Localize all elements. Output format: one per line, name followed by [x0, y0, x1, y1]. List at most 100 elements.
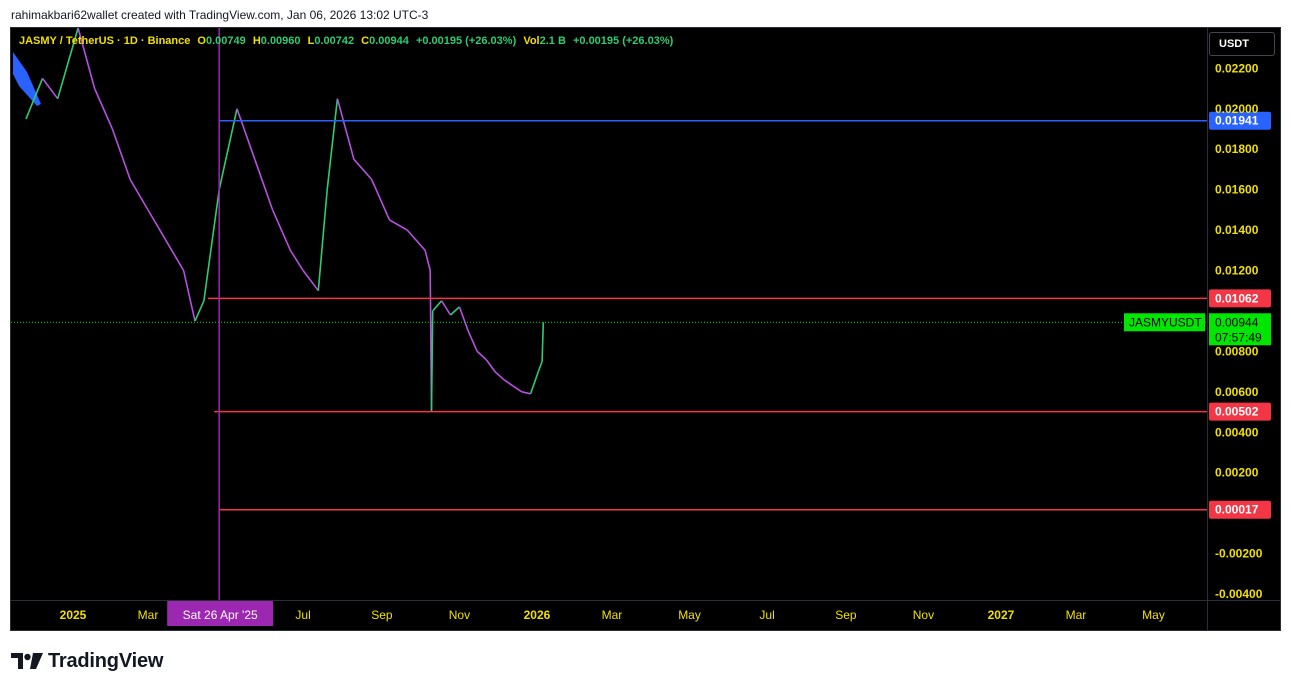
price-segment — [326, 98, 339, 190]
x-tick-label: 2026 — [524, 608, 551, 622]
countdown-label: 07:57:49 — [1215, 330, 1262, 344]
legend-low: 0.00742 — [314, 35, 355, 47]
x-tick-label: Mar — [138, 608, 159, 622]
level-label-0: 0.01941 — [1215, 114, 1259, 128]
legend-vol-change: +0.00195 (+26.03%) — [572, 35, 674, 47]
price-segment — [494, 371, 505, 381]
legend-high-label: H — [252, 35, 261, 47]
price-segment — [218, 108, 238, 190]
y-tick-label: 0.01600 — [1215, 183, 1259, 197]
price-segment — [430, 310, 434, 413]
price-segment — [353, 158, 373, 181]
price-segment — [432, 300, 443, 312]
price-segment — [370, 179, 391, 221]
chart-credit-text: rahimakbari62wallet created with Trading… — [11, 8, 429, 22]
vertical-marker-label: Sat 26 Apr '25 — [183, 608, 258, 622]
price-segment — [458, 306, 470, 332]
price-segment — [165, 239, 185, 271]
legend-open: 0.00749 — [205, 35, 246, 47]
y-tick-label: 0.01400 — [1215, 223, 1259, 237]
legend-vol: 2.1 B — [539, 35, 566, 47]
y-tick-label: 0.01200 — [1215, 264, 1259, 278]
vertical-marker-badge — [167, 601, 274, 626]
price-segment — [317, 189, 328, 291]
last-price-label: 0.00944 — [1215, 315, 1259, 329]
price-segment — [503, 379, 514, 387]
y-tick-label: 0.02000 — [1215, 102, 1259, 116]
y-tick-label: 0.00600 — [1215, 385, 1259, 399]
chart-frame[interactable]: 0.01941 0.01062 0.00502 0.00017 JASMYUSDT 0.0… — [10, 27, 1281, 631]
price-segment — [182, 270, 196, 322]
price-segment — [56, 28, 79, 99]
price-segment — [541, 322, 545, 362]
price-segment — [302, 270, 319, 292]
x-tick-label: May — [1142, 608, 1165, 622]
currency-button[interactable]: USDT — [1209, 32, 1275, 56]
price-segment — [521, 391, 531, 395]
x-tick-label: Sep — [371, 608, 393, 622]
price-chart[interactable]: 0.01941 0.01062 0.00502 0.00017 JASMYUSDT 0.0… — [11, 28, 1281, 631]
level-badge-0 — [1209, 111, 1271, 130]
price-segment — [93, 88, 114, 130]
symbol-badge-text: JASMYUSDT — [1129, 315, 1202, 329]
x-tick-label: Mar — [602, 608, 623, 622]
x-tick-label: May — [678, 608, 701, 622]
legend-close-label: C — [361, 35, 370, 47]
price-segment — [467, 330, 478, 352]
tradingview-logo-icon — [11, 653, 43, 669]
legend-change: +0.00195 (+26.03%) — [415, 35, 517, 47]
x-tick-label: Jul — [295, 608, 310, 622]
legend-high: 0.00960 — [260, 35, 301, 47]
price-segment — [289, 249, 304, 271]
tradingview-logo[interactable]: TradingView — [11, 650, 163, 672]
price-segment — [336, 98, 355, 160]
price-segment — [537, 361, 543, 372]
level-badge-1 — [1209, 289, 1271, 308]
legend-low-label: L — [307, 35, 315, 47]
price-segment — [271, 209, 292, 251]
y-tick-label: 0.00400 — [1215, 425, 1259, 439]
last-price-badge — [1209, 313, 1271, 346]
legend-close: 0.00944 — [369, 35, 409, 47]
price-segment — [194, 300, 205, 322]
legend-vol-label: Vol — [523, 35, 540, 47]
symbol-legend: JASMY / TetherUS · 1D · Binance O0.00749… — [19, 35, 677, 47]
price-segment — [476, 350, 487, 361]
price-segment — [236, 108, 256, 160]
price-segment — [512, 385, 523, 393]
level-label-1: 0.01062 — [1215, 291, 1259, 305]
x-tick-label: Nov — [449, 608, 470, 622]
price-segment — [449, 306, 460, 316]
symbol-badge — [1124, 313, 1205, 332]
brand-name: TradingView — [48, 649, 164, 672]
price-segment — [77, 28, 96, 89]
price-segment — [529, 371, 540, 395]
level-badge-3 — [1209, 500, 1271, 519]
price-segment — [111, 128, 131, 180]
price-segment — [389, 219, 408, 231]
x-tick-label: Nov — [913, 608, 934, 622]
y-tick-label: 0.01800 — [1215, 142, 1259, 156]
price-segment — [440, 300, 452, 316]
x-tick-label: Mar — [1066, 608, 1087, 622]
price-segment — [129, 179, 149, 211]
y-tick-label: 0.00800 — [1215, 344, 1259, 358]
level-badge-2 — [1209, 402, 1271, 421]
level-label-2: 0.00502 — [1215, 405, 1259, 419]
y-tick-label: -0.00200 — [1215, 547, 1263, 561]
price-segment — [406, 229, 426, 251]
price-segment — [147, 209, 167, 241]
x-tick-label: Jul — [759, 608, 774, 622]
legend-open-label: O — [197, 35, 206, 47]
level-label-3: 0.00017 — [1215, 503, 1259, 517]
y-tick-label: 0.00200 — [1215, 466, 1259, 480]
price-segment — [424, 250, 431, 271]
legend-symbol[interactable]: JASMY / TetherUS · 1D · Binance — [19, 35, 191, 47]
y-tick-label: -0.00400 — [1215, 587, 1263, 601]
drawing-wedge — [13, 52, 41, 106]
price-segment — [203, 189, 220, 301]
price-segment — [25, 78, 44, 120]
x-tick-label: 2025 — [60, 608, 87, 622]
price-segment — [41, 77, 59, 100]
x-tick-label: Sep — [835, 608, 857, 622]
